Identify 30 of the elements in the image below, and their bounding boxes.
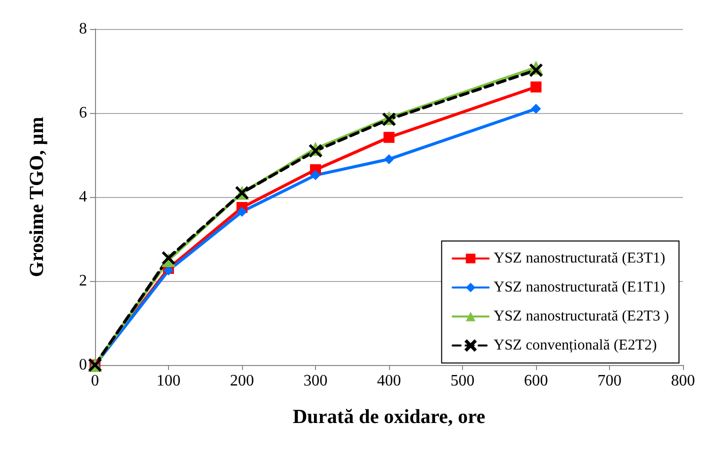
point <box>384 132 394 143</box>
y-tick-label: 2 <box>79 272 87 290</box>
x-tick-label: 500 <box>450 372 474 390</box>
point <box>531 104 541 114</box>
x-tick-label: 300 <box>304 372 328 390</box>
point <box>530 64 542 77</box>
x-tick-label: 0 <box>91 372 99 390</box>
point <box>309 144 322 158</box>
point <box>384 154 394 164</box>
x-axis-title: Durată de oxidare, ore <box>292 406 486 428</box>
x-tick-label: 700 <box>598 372 622 390</box>
legend-label: YSZ nanostructurată (E1T1) <box>494 280 666 296</box>
y-tick-label: 4 <box>79 188 87 206</box>
x-tick-label: 400 <box>377 372 401 390</box>
y-axis-title: Grosime TGO, µm <box>26 116 48 278</box>
x-tick-label: 800 <box>671 372 695 390</box>
y-tick-label: 8 <box>79 20 87 38</box>
point <box>164 266 174 276</box>
x-tick-label: 200 <box>230 372 254 390</box>
x-tick-label: 600 <box>524 372 548 390</box>
point <box>530 81 542 92</box>
y-tick-label: 6 <box>79 104 87 122</box>
point <box>310 170 320 180</box>
legend-label: YSZ nanostructurată (E3T1) <box>494 250 666 266</box>
point <box>237 206 247 217</box>
legend-label: YSZ convențională (E2T2) <box>494 338 657 354</box>
legend-label: YSZ nanostructurată (E2T3 ) <box>494 308 670 324</box>
x-tick-label: 100 <box>156 372 180 390</box>
y-tick-label: 0 <box>79 356 87 374</box>
point <box>162 251 175 264</box>
